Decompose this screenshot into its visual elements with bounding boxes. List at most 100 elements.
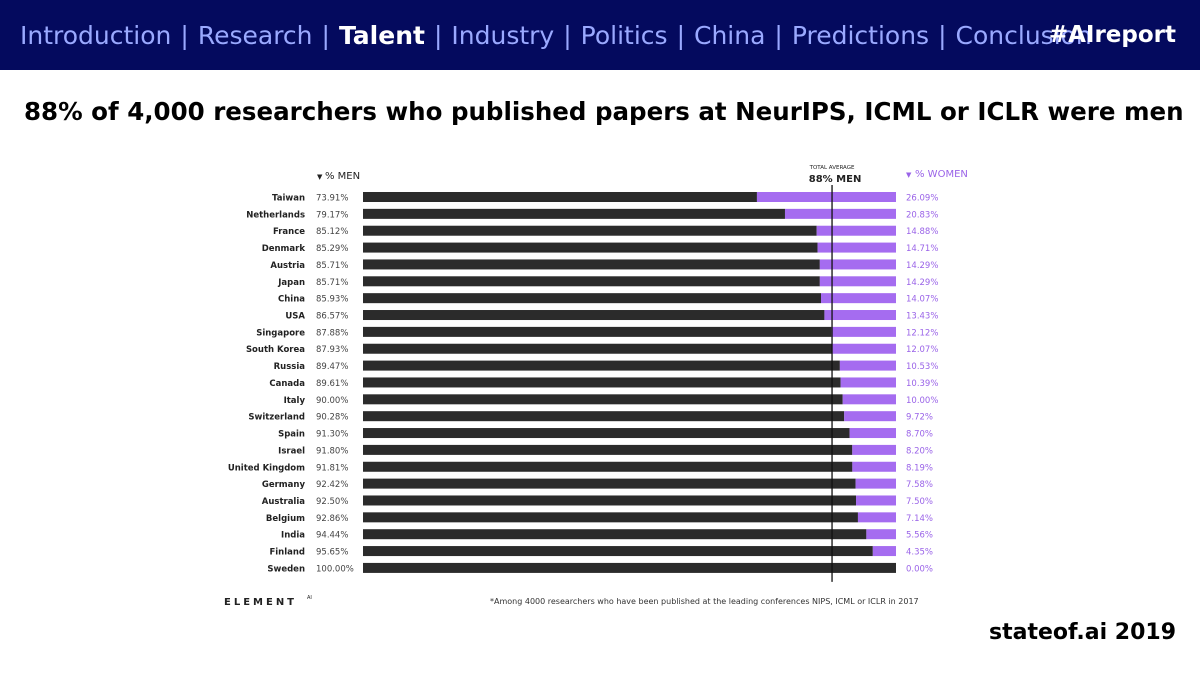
nav-item-predictions[interactable]: Predictions [791,20,930,50]
women-value-label: 10.53% [906,362,938,372]
average-label: 88% MEN [809,174,862,185]
men-bar [363,444,853,455]
men-value-label: 94.44% [316,531,348,541]
average-caption: TOTAL AVERAGE [809,165,855,171]
men-value-label: 91.30% [316,430,348,440]
country-label: Sweden [267,564,305,574]
men-value-label: 85.12% [316,227,348,237]
country-label: Germany [262,480,306,490]
men-bar [363,208,785,219]
men-bar [363,428,850,439]
women-value-label: 14.71% [906,244,938,254]
country-label: Netherlands [246,210,305,220]
women-bar [821,293,896,304]
country-label: Switzerland [248,413,305,423]
women-bar [756,192,896,202]
women-bar [831,343,896,354]
women-value-label: 10.00% [906,396,938,406]
women-value-label: 26.09% [906,194,938,204]
women-bar [840,377,896,388]
men-bar [363,562,896,573]
footer-credit: stateof.ai 2019 [988,620,1176,645]
men-value-label: 91.80% [316,446,348,456]
country-label: Belgium [266,514,305,524]
country-label: France [273,227,305,237]
women-value-label: 13.43% [906,312,938,322]
country-label: Italy [284,396,306,406]
nav-item-conclusion[interactable]: Conclusion [955,20,1092,50]
men-bar [363,394,843,405]
men-bar [363,293,822,304]
women-value-label: 8.19% [906,463,933,473]
nav-item-talent[interactable]: Talent [338,20,425,50]
nav-item-research[interactable]: Research [197,20,313,50]
men-bar [363,192,757,202]
country-label: Israel [278,446,305,456]
men-value-label: 73.91% [316,194,348,204]
nav-separator: | [321,20,330,50]
women-bar [817,242,896,253]
country-label: Austria [270,261,305,271]
men-bar [363,276,820,287]
women-bar [852,444,896,455]
chart-footnote: *Among 4000 researchers who have been pu… [490,597,919,606]
men-value-label: 87.93% [316,345,348,355]
women-value-label: 14.07% [906,295,938,305]
men-value-label: 89.61% [316,379,348,389]
country-label: Denmark [262,244,306,254]
nav-item-china[interactable]: China [694,20,766,50]
nav-item-politics[interactable]: Politics [580,20,668,50]
women-bar [872,546,896,557]
women-bar [856,495,896,506]
women-bar [784,208,896,219]
women-header: % WOMEN [915,169,968,180]
country-label: India [281,531,305,541]
men-bar [363,411,845,422]
country-label: Russia [274,362,306,372]
women-bar [839,360,896,371]
nav-item-introduction[interactable]: Introduction [20,20,172,50]
men-value-label: 95.65% [316,548,348,558]
section-nav: Introduction | Research | Talent | Industry | Po… [20,0,1092,70]
women-value-label: 8.70% [906,430,933,440]
men-value-label: 87.88% [316,328,348,338]
men-value-label: 85.29% [316,244,348,254]
women-value-label: 8.20% [906,446,933,456]
men-value-label: 79.17% [316,210,348,220]
men-bar [363,225,817,236]
men-bar [363,478,856,489]
women-bar [849,428,896,439]
women-bar [866,529,896,540]
men-value-label: 89.47% [316,362,348,372]
women-value-label: 12.12% [906,328,938,338]
men-bar [363,360,840,371]
hashtag: #AIreport [1048,22,1176,48]
women-bar [819,259,896,270]
men-value-label: 90.28% [316,413,348,423]
top-nav-bar: Introduction | Research | Talent | Industry | Po… [0,0,1200,70]
men-bar [363,529,867,540]
country-label: Canada [269,379,305,389]
nav-separator: | [774,20,783,50]
men-value-label: 85.93% [316,295,348,305]
men-value-label: 85.71% [316,278,348,288]
nav-item-industry[interactable]: Industry [451,20,555,50]
men-header: % MEN [325,171,360,182]
men-icon: ▼ [317,173,323,181]
men-bar [363,242,818,253]
women-value-label: 9.72% [906,413,933,423]
men-value-label: 90.00% [316,396,348,406]
men-bar [363,512,858,523]
women-bar [816,225,896,236]
country-label: Spain [278,430,305,440]
men-value-label: 85.71% [316,261,348,271]
women-value-label: 20.83% [906,210,938,220]
women-value-label: 5.56% [906,531,933,541]
women-value-label: 7.14% [906,514,933,524]
women-bar [824,310,896,321]
women-bar [831,326,896,337]
women-value-label: 10.39% [906,379,938,389]
women-value-label: 4.35% [906,548,933,558]
men-value-label: 92.50% [316,497,348,507]
